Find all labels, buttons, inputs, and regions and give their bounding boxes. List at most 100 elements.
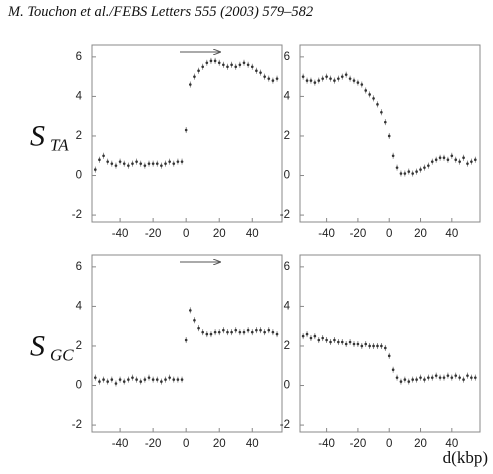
header-title: M. Touchon et al./FEBS Letters 555 (2003… [7, 4, 313, 20]
data-point [147, 376, 151, 379]
x-tick-label: 40 [445, 438, 458, 450]
data-point [466, 374, 469, 377]
y-axis-label: S [30, 120, 45, 153]
y-tick-label: 6 [284, 261, 290, 273]
y-tick-label: 6 [76, 51, 82, 63]
data-point [271, 330, 275, 334]
x-tick-label: 40 [445, 228, 458, 240]
data-point [403, 378, 407, 381]
data-point [399, 380, 403, 383]
data-point [143, 164, 147, 167]
y-tick-label: 6 [284, 51, 290, 63]
data-point [450, 154, 454, 158]
y-axis-label-subscript: TA [50, 136, 69, 155]
data-point [360, 83, 364, 86]
data-point [255, 328, 258, 332]
data-point [364, 89, 368, 92]
data-point [344, 342, 348, 346]
data-point [430, 160, 434, 163]
data-point [234, 328, 238, 332]
data-point [197, 326, 200, 330]
data-point [226, 65, 229, 69]
data-point [155, 162, 159, 165]
data-point [98, 158, 101, 162]
data-point [205, 332, 209, 336]
y-tick-label: -2 [72, 209, 82, 221]
data-point [160, 380, 163, 383]
data-point [395, 166, 399, 169]
data-point [348, 77, 352, 80]
y-tick-label: 6 [76, 261, 82, 273]
data-point [143, 378, 147, 381]
data-point [250, 330, 254, 334]
data-point [384, 346, 387, 350]
data-point [380, 344, 383, 348]
data-point [131, 162, 134, 165]
data-point [271, 79, 275, 82]
data-point [180, 160, 184, 163]
data-point [114, 164, 118, 167]
data-point [419, 376, 422, 379]
y-tick-label: 2 [76, 340, 82, 352]
data-point [337, 340, 340, 344]
data-point [209, 59, 213, 63]
data-point [454, 374, 458, 377]
data-point [197, 69, 200, 73]
data-point [193, 75, 196, 78]
data-point [399, 172, 403, 175]
data-point [340, 340, 344, 344]
data-point [222, 328, 225, 332]
data-point [337, 77, 340, 80]
x-axis-label: d(kbp) [443, 448, 488, 467]
data-point [329, 340, 332, 344]
data-point [122, 162, 126, 165]
x-tick-label: 20 [414, 228, 427, 240]
x-tick-label: -40 [112, 438, 129, 450]
data-point [301, 334, 305, 338]
data-point [474, 376, 477, 379]
data-point [94, 376, 97, 379]
data-point [275, 77, 279, 80]
data-point [305, 332, 309, 336]
data-point [438, 376, 442, 379]
data-point [329, 77, 332, 80]
data-point [151, 378, 155, 381]
data-point [333, 338, 336, 342]
data-point [234, 65, 238, 69]
data-point [267, 328, 271, 332]
data-point [106, 380, 109, 383]
data-point [230, 330, 233, 334]
data-point [201, 65, 204, 69]
y-tick-label: 4 [76, 300, 83, 312]
data-point [415, 378, 418, 381]
data-point [442, 376, 446, 379]
data-point [317, 79, 321, 82]
data-point [110, 162, 114, 165]
data-point [250, 65, 254, 69]
data-point [189, 309, 192, 312]
data-point [427, 376, 430, 379]
data-point [395, 376, 399, 379]
data-point [209, 332, 213, 336]
data-point [446, 158, 450, 162]
data-point [325, 338, 328, 342]
data-point [380, 110, 383, 114]
data-point [450, 376, 454, 379]
y-tick-label: -2 [280, 419, 290, 431]
data-point [201, 330, 204, 334]
data-point [423, 166, 426, 169]
plot-frame [91, 254, 283, 433]
data-point [368, 93, 371, 96]
data-point [155, 378, 159, 381]
data-point [321, 77, 324, 80]
data-point [442, 156, 446, 160]
data-point [147, 162, 151, 165]
data-point [222, 63, 225, 67]
y-tick-label: -2 [280, 209, 290, 221]
data-point [364, 342, 368, 346]
data-point [102, 154, 105, 158]
data-point [458, 376, 461, 379]
data-point [114, 382, 118, 385]
data-point [340, 75, 344, 78]
